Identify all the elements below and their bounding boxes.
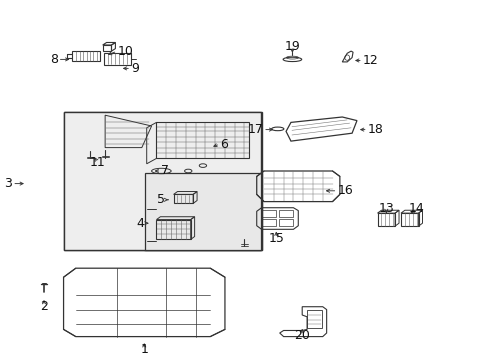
Text: 2: 2 bbox=[40, 300, 48, 312]
Text: 1: 1 bbox=[140, 343, 148, 356]
Text: 6: 6 bbox=[220, 138, 227, 150]
Bar bbox=[278, 219, 293, 226]
Text: 8: 8 bbox=[50, 53, 58, 66]
Text: 19: 19 bbox=[284, 40, 300, 53]
Text: 20: 20 bbox=[294, 329, 309, 342]
Text: 16: 16 bbox=[337, 184, 352, 197]
Text: 3: 3 bbox=[4, 177, 12, 190]
Bar bbox=[278, 210, 293, 217]
Text: 7: 7 bbox=[161, 165, 169, 177]
Bar bbox=[63, 112, 261, 250]
Text: 5: 5 bbox=[157, 193, 165, 206]
Text: 4: 4 bbox=[136, 217, 144, 230]
Text: 9: 9 bbox=[131, 62, 139, 75]
Bar bbox=[144, 173, 261, 250]
Bar bbox=[261, 210, 276, 217]
Text: 17: 17 bbox=[247, 123, 263, 136]
Text: 15: 15 bbox=[268, 232, 284, 245]
Bar bbox=[64, 112, 261, 250]
Bar bbox=[64, 112, 261, 250]
Text: 13: 13 bbox=[378, 202, 393, 215]
Bar bbox=[261, 219, 276, 226]
Text: 18: 18 bbox=[367, 123, 383, 136]
Bar bbox=[144, 173, 261, 250]
Bar bbox=[306, 310, 321, 328]
Text: 14: 14 bbox=[408, 202, 424, 215]
Text: 12: 12 bbox=[362, 54, 378, 67]
Text: 11: 11 bbox=[90, 156, 105, 169]
Bar bbox=[144, 173, 261, 250]
Text: 10: 10 bbox=[117, 45, 133, 58]
